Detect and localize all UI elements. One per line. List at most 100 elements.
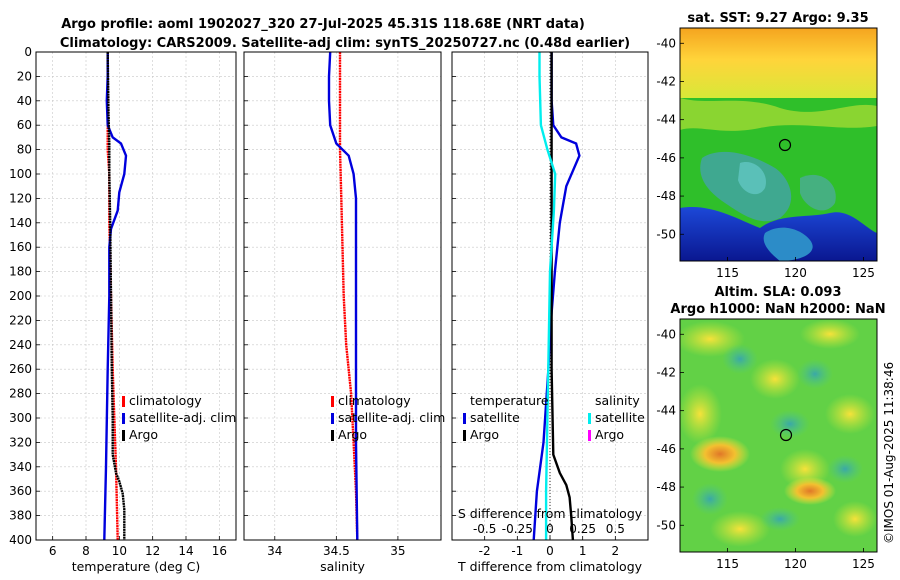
difference-panel: -2 -1 0 1 2T difference from climatology S di… <box>451 51 649 574</box>
sla-map-title-line2: Argo h1000: NaN h2000: NaN <box>670 302 885 317</box>
sst-map: sat. SST: 9.27 Argo: 9.35 115 120 125 -40 -4… <box>656 11 878 280</box>
x2-tick-label: -0.25 <box>502 522 533 536</box>
map-x-tick-label: 120 <box>784 266 807 280</box>
legend-swatch-climatology <box>331 396 334 407</box>
x-tick-label: -1 <box>511 544 523 558</box>
legend-title-salinity: salinity <box>595 393 640 408</box>
legend-label-argo: Argo <box>338 427 367 442</box>
map-y-tick-label: -42 <box>656 365 676 379</box>
sst-map-image <box>680 28 877 261</box>
x-tick-label: 8 <box>82 544 90 558</box>
map-y-tick-label: -40 <box>656 327 676 341</box>
temperature-panel: 0 20 40 60 80 100 120 140 160 180 200 220 240 260 280 3… <box>9 45 237 574</box>
legend-swatch-argo <box>122 430 125 441</box>
series-line-climatology <box>338 52 359 541</box>
x-axis-label: salinity <box>320 559 365 574</box>
salinity-legend: climatology satellite-adj. clim Argo <box>331 393 445 442</box>
legend-label-s-satellite: satellite <box>595 410 645 425</box>
y-tick-label: 260 <box>9 362 32 376</box>
y-tick-label: 160 <box>9 240 32 254</box>
y-tick-label: 140 <box>9 216 32 230</box>
x-tick-label: 2 <box>612 544 620 558</box>
y-tick-label: 220 <box>9 313 32 327</box>
series-line-temperature-argo <box>550 52 575 541</box>
y-tick-label: 360 <box>9 484 32 498</box>
map-y-tick-label: -48 <box>656 480 676 494</box>
map-x-tick-label: 120 <box>784 557 807 571</box>
y-tick-label: 40 <box>17 94 32 108</box>
y-tick-label: 240 <box>9 338 32 352</box>
map-x-tick-label: 125 <box>852 266 875 280</box>
y-tick-label: 80 <box>17 143 32 157</box>
argo-location-marker <box>778 138 792 152</box>
map-y-tick-label: -48 <box>656 189 676 203</box>
map-y-tick-label: -46 <box>656 151 676 165</box>
map-x-tick-label: 125 <box>852 557 875 571</box>
y-tick-label: 180 <box>9 265 32 279</box>
x-tick-label: 12 <box>145 544 160 558</box>
map-y-tick-label: -46 <box>656 442 676 456</box>
legend-swatch-satellite <box>122 413 125 424</box>
legend-label-t-argo: Argo <box>470 427 499 442</box>
series-line-argo <box>106 51 126 540</box>
y-tick-label: 400 <box>9 533 32 547</box>
sst-map-title: sat. SST: 9.27 Argo: 9.35 <box>687 11 868 26</box>
legend-swatch-s-satellite <box>588 413 591 424</box>
temperature-legend: climatology satellite-adj. clim Argo <box>122 393 236 442</box>
legend-label-climatology: climatology <box>338 393 411 408</box>
legend-swatch-t-satellite <box>463 413 466 424</box>
x2-axis-label: S difference from climatology <box>458 506 643 521</box>
y-tick-label: 300 <box>9 411 32 425</box>
x2-tick-label: -0.5 <box>473 522 496 536</box>
x-tick-label: 16 <box>212 544 227 558</box>
map-y-tick-label: -44 <box>656 404 676 418</box>
x2-tick-label: 0.5 <box>606 522 625 536</box>
figure-title-line1: Argo profile: aoml 1902027_320 27-Jul-20… <box>61 17 585 32</box>
y-tick-label: 120 <box>9 191 32 205</box>
x-axis-label: temperature (deg C) <box>72 559 201 574</box>
x-tick-label: 1 <box>579 544 587 558</box>
x-tick-label: 34 <box>267 544 282 558</box>
legend-label-argo: Argo <box>129 427 158 442</box>
y-tick-label: 320 <box>9 435 32 449</box>
x-tick-label: 10 <box>112 544 127 558</box>
map-x-tick-label: 115 <box>716 266 739 280</box>
series-line-temperature-satellite <box>532 52 581 541</box>
legend-swatch-s-argo <box>588 430 591 441</box>
series-line-salinity-satellite <box>538 52 557 540</box>
legend-label-climatology: climatology <box>129 393 202 408</box>
x2-tick-label: 0.25 <box>569 522 596 536</box>
x-tick-label: -2 <box>479 544 491 558</box>
sla-map-title-line1: Altim. SLA: 0.093 <box>715 285 842 300</box>
series-line-satellite-adj-clim <box>103 52 128 541</box>
x2-tick-label: 0 <box>546 522 554 536</box>
legend-label-satellite: satellite-adj. clim <box>129 410 236 425</box>
legend-label-satellite: satellite-adj. clim <box>338 410 445 425</box>
x-tick-label: 35 <box>390 544 405 558</box>
legend-swatch-climatology <box>122 396 125 407</box>
map-x-tick-label: 115 <box>716 557 739 571</box>
legend-swatch-satellite <box>331 413 334 424</box>
argo-location-marker <box>779 428 793 442</box>
legend-label-s-argo: Argo <box>595 427 624 442</box>
x-tick-label: 6 <box>49 544 57 558</box>
map-y-tick-label: -40 <box>656 36 676 50</box>
sla-map: Altim. SLA: 0.093 Argo h1000: NaN h2000:… <box>656 285 885 571</box>
credit-stamp: ©IMOS 01-Aug-2025 11:38:46 <box>882 362 896 544</box>
y-tick-label: 200 <box>9 289 32 303</box>
legend-label-t-satellite: satellite <box>470 410 520 425</box>
y-tick-label: 100 <box>9 167 32 181</box>
y-tick-label: 60 <box>17 118 32 132</box>
x-axis-label: T difference from climatology <box>457 559 643 574</box>
legend-title-temperature: temperature <box>470 393 549 408</box>
map-y-tick-label: -50 <box>656 518 676 532</box>
figure-title-line2: Climatology: CARS2009. Satellite-adj cli… <box>60 36 630 51</box>
map-y-tick-label: -50 <box>656 227 676 241</box>
y-tick-label: 340 <box>9 460 32 474</box>
x-tick-label: 0 <box>546 544 554 558</box>
map-y-tick-label: -42 <box>656 74 676 88</box>
y-tick-label: 380 <box>9 509 32 523</box>
legend-swatch-argo <box>331 430 334 441</box>
sla-map-image <box>680 319 877 552</box>
